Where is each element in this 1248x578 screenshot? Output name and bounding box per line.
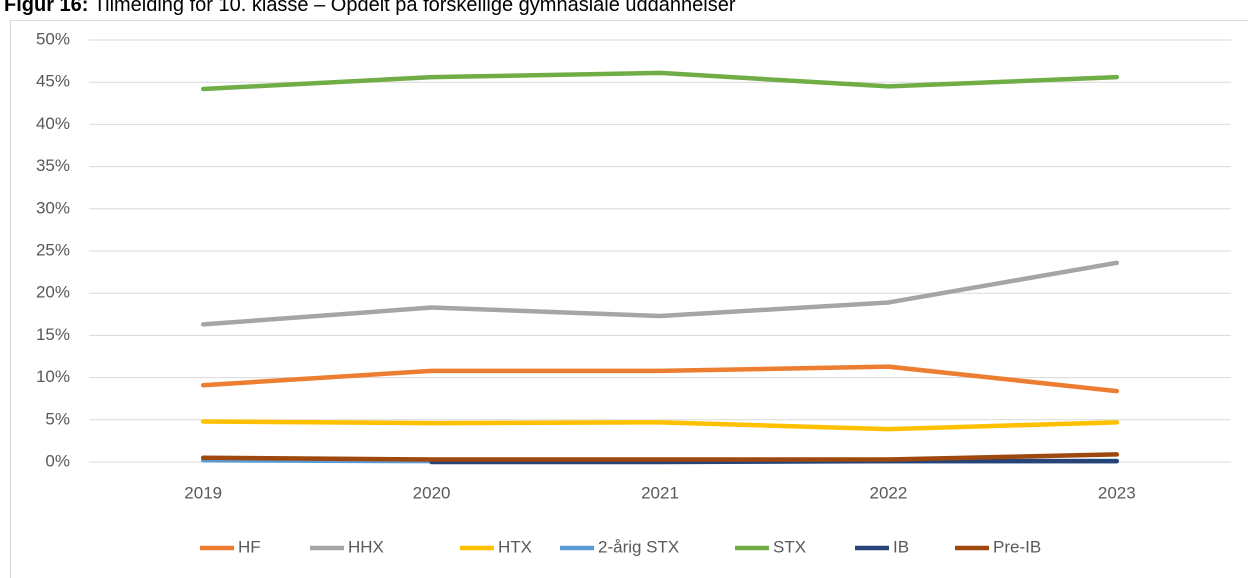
x-tick-label: 2023 <box>1098 483 1136 502</box>
y-tick-label: 15% <box>36 325 70 344</box>
y-tick-label: 30% <box>36 198 70 217</box>
chart-frame <box>10 20 1248 578</box>
legend-label: STX <box>773 537 806 556</box>
legend-label: HHX <box>348 537 384 556</box>
x-tick-label: 2019 <box>184 483 222 502</box>
y-tick-label: 0% <box>45 451 70 470</box>
title-prefix: Figur 16: <box>4 0 88 16</box>
y-tick-label: 45% <box>36 72 70 91</box>
y-tick-label: 20% <box>36 283 70 302</box>
y-tick-label: 50% <box>36 29 70 48</box>
series-line <box>200 260 1120 327</box>
x-tick-label: 2021 <box>641 483 679 502</box>
y-tick-label: 40% <box>36 114 70 133</box>
y-tick-label: 25% <box>36 240 70 259</box>
series-line <box>200 452 1120 462</box>
legend-label: HF <box>238 537 261 556</box>
x-tick-label: 2022 <box>869 483 907 502</box>
legend-label: IB <box>893 537 909 556</box>
x-tick-label: 2020 <box>413 483 451 502</box>
y-tick-label: 5% <box>45 409 70 428</box>
y-tick-label: 10% <box>36 367 70 386</box>
chart-title: Figur 16: Tilmelding for 10. klasse – Op… <box>4 0 736 16</box>
legend-label: Pre-IB <box>993 537 1041 556</box>
legend-label: HTX <box>498 537 532 556</box>
y-tick-label: 35% <box>36 156 70 175</box>
series-line <box>200 419 1120 432</box>
series-line <box>200 364 1120 394</box>
legend-label: 2-årig STX <box>598 537 679 556</box>
title-text: Tilmelding for 10. klasse – Opdelt på fo… <box>94 0 736 16</box>
series-line <box>200 70 1120 92</box>
